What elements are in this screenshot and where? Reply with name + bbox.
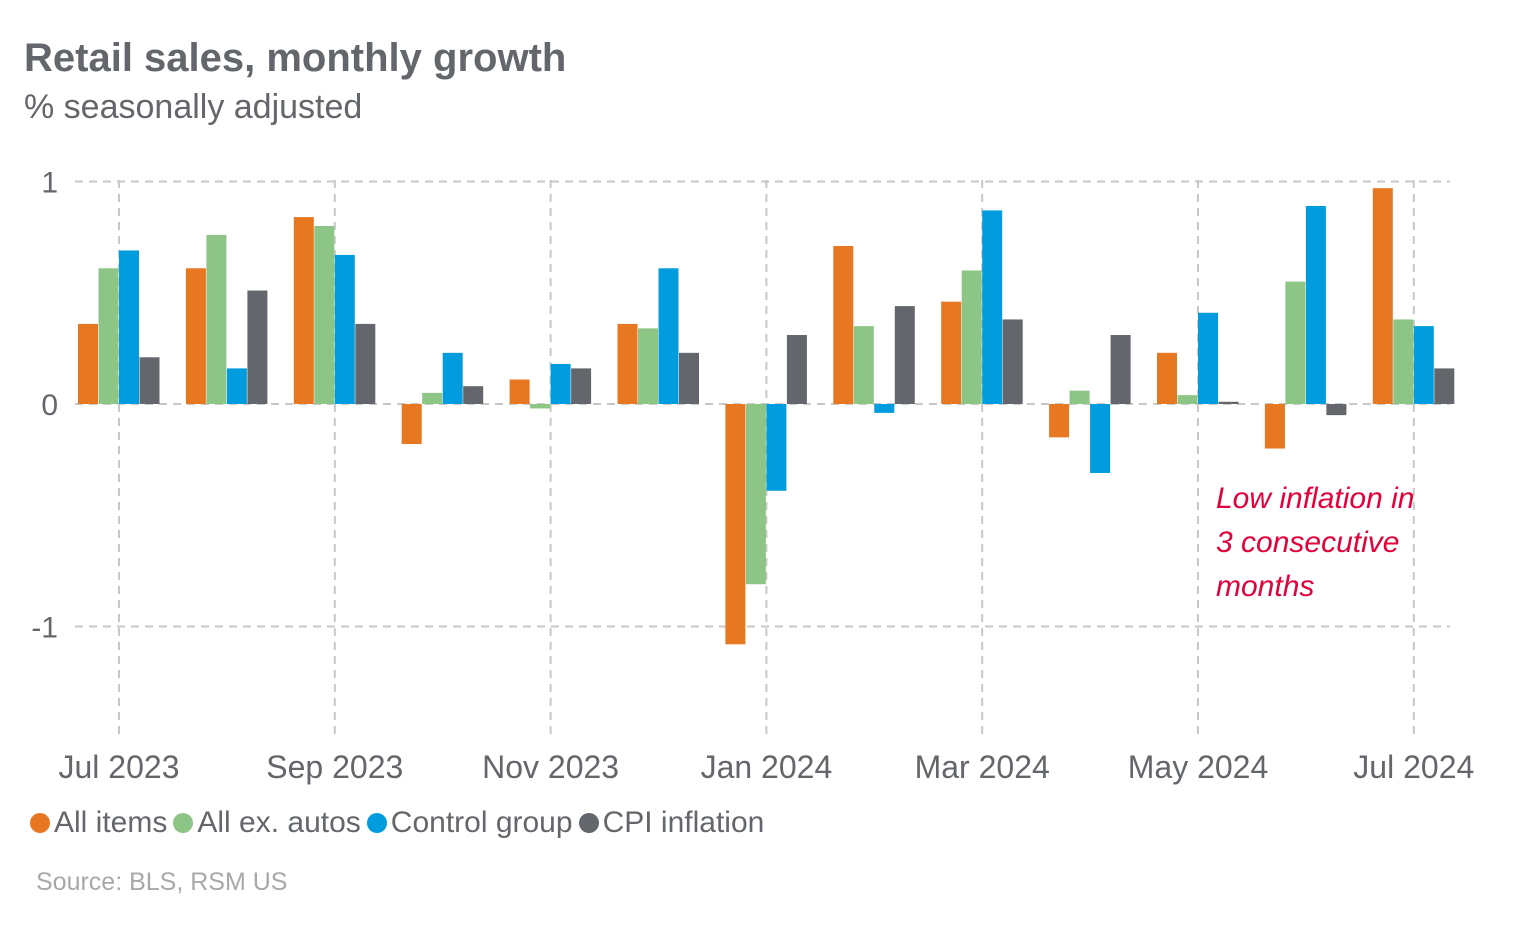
legend-item: All items xyxy=(30,806,167,840)
x-tick-label: Jan 2024 xyxy=(701,749,833,785)
source-note: Source: BLS, RSM US xyxy=(36,868,288,896)
legend-dot-icon xyxy=(366,813,387,833)
bar-all-ex-autos-may-2024 xyxy=(1177,395,1198,404)
x-tick-label: Sep 2023 xyxy=(266,749,403,785)
bar-cpi-inflation-jul-2023 xyxy=(139,357,160,404)
y-tick-label: -1 xyxy=(31,612,58,645)
x-tick-label: Jul 2024 xyxy=(1353,749,1474,785)
bar-control-group-dec-2023 xyxy=(658,268,679,404)
bar-all-items-jan-2024 xyxy=(725,404,746,645)
legend: All items All ex. autos Control group CPI i… xyxy=(30,806,770,840)
chart-title: Retail sales, monthly growth xyxy=(24,36,567,80)
bar-cpi-inflation-mar-2024 xyxy=(1002,319,1023,404)
bar-all-ex-autos-jul-2024 xyxy=(1393,319,1414,404)
bar-all-ex-autos-sep-2023 xyxy=(314,226,335,404)
y-tick-label: 0 xyxy=(41,389,58,422)
bar-cpi-inflation-aug-2023 xyxy=(247,290,268,404)
legend-dot-icon xyxy=(173,813,194,833)
legend-label: Control group xyxy=(390,806,573,839)
bar-cpi-inflation-feb-2024 xyxy=(894,306,915,404)
chart-subtitle: % seasonally adjusted xyxy=(24,88,363,126)
bar-all-items-mar-2024 xyxy=(941,301,962,404)
bar-all-items-jun-2024 xyxy=(1264,404,1285,449)
bar-cpi-inflation-apr-2024 xyxy=(1110,335,1131,404)
bar-all-ex-autos-feb-2024 xyxy=(853,326,874,404)
annotation-line: Low inflation in xyxy=(1216,482,1414,515)
bar-cpi-inflation-jan-2024 xyxy=(786,335,807,404)
bar-control-group-may-2024 xyxy=(1198,312,1218,404)
legend-label: CPI inflation xyxy=(602,806,765,839)
x-tick-label: Nov 2023 xyxy=(482,749,619,785)
bar-all-ex-autos-apr-2024 xyxy=(1069,390,1090,404)
legend-item: All ex. autos xyxy=(173,806,361,840)
legend-label: All ex. autos xyxy=(197,806,361,839)
bar-control-group-feb-2024 xyxy=(874,404,895,413)
bar-cpi-inflation-jul-2024 xyxy=(1434,368,1455,404)
legend-label: All items xyxy=(54,806,168,839)
bar-all-ex-autos-jan-2024 xyxy=(745,404,766,585)
bar-all-ex-autos-mar-2024 xyxy=(961,270,982,404)
bar-all-ex-autos-oct-2023 xyxy=(422,392,443,404)
x-tick-label: Mar 2024 xyxy=(915,749,1050,785)
bar-cpi-inflation-sep-2023 xyxy=(355,323,376,404)
bar-control-group-aug-2023 xyxy=(226,368,247,404)
bar-control-group-apr-2024 xyxy=(1090,404,1111,473)
bar-cpi-inflation-oct-2023 xyxy=(463,386,484,404)
bar-all-items-oct-2023 xyxy=(401,404,422,445)
annotation-line: months xyxy=(1216,570,1314,603)
legend-dot-icon xyxy=(30,813,50,833)
bar-all-items-apr-2024 xyxy=(1049,404,1070,438)
bar-control-group-jul-2024 xyxy=(1413,326,1434,404)
bar-all-items-aug-2023 xyxy=(185,268,206,404)
bar-control-group-oct-2023 xyxy=(442,352,463,404)
bar-cpi-inflation-may-2024 xyxy=(1218,401,1239,404)
bar-cpi-inflation-dec-2023 xyxy=(679,352,699,404)
legend-item: Control group xyxy=(366,806,573,840)
bar-all-items-nov-2023 xyxy=(509,379,530,404)
bar-cpi-inflation-nov-2023 xyxy=(571,368,592,404)
bar-all-items-jul-2023 xyxy=(78,323,98,404)
bar-all-ex-autos-dec-2023 xyxy=(638,328,658,404)
bar-all-items-feb-2024 xyxy=(833,246,854,404)
bar-control-group-jan-2024 xyxy=(766,404,787,491)
bar-all-ex-autos-nov-2023 xyxy=(530,404,551,409)
x-tick-label: Jul 2023 xyxy=(59,749,180,785)
bar-all-items-sep-2023 xyxy=(293,217,314,404)
bar-all-items-dec-2023 xyxy=(617,323,638,404)
bar-control-group-mar-2024 xyxy=(982,210,1003,404)
bar-cpi-inflation-jun-2024 xyxy=(1326,404,1347,416)
y-tick-label: 1 xyxy=(41,167,58,200)
legend-item: CPI inflation xyxy=(578,806,765,840)
bar-all-ex-autos-aug-2023 xyxy=(206,234,227,404)
bar-control-group-sep-2023 xyxy=(334,254,355,404)
legend-dot-icon xyxy=(578,813,599,833)
bar-all-ex-autos-jun-2024 xyxy=(1285,281,1306,404)
x-tick-label: May 2024 xyxy=(1128,749,1269,785)
bar-control-group-jun-2024 xyxy=(1305,205,1326,404)
bar-control-group-jul-2023 xyxy=(119,250,139,404)
bar-all-items-jul-2024 xyxy=(1372,188,1393,404)
annotation-line: 3 consecutive xyxy=(1216,526,1399,559)
bar-all-items-may-2024 xyxy=(1157,352,1177,404)
bar-all-ex-autos-jul-2023 xyxy=(98,268,119,404)
bar-control-group-nov-2023 xyxy=(550,363,571,404)
